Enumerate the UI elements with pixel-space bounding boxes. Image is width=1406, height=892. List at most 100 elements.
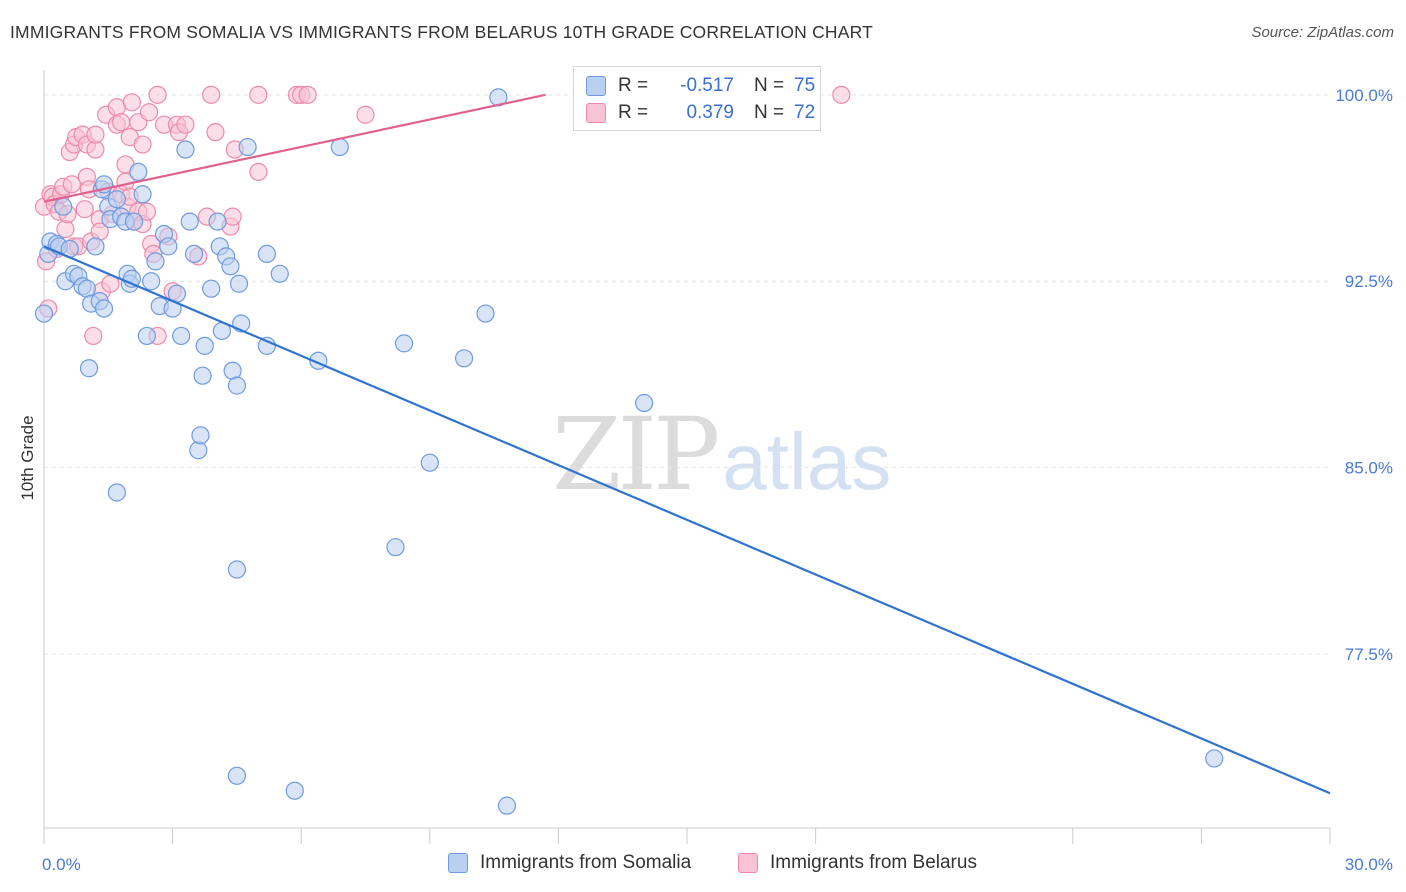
x-tick-label: 0.0% [42, 855, 81, 874]
legend-r-value-somalia: -0.517 [680, 75, 734, 96]
belarus-point [107, 98, 126, 117]
belarus-point [148, 85, 167, 104]
belarus-point [122, 93, 141, 112]
somalia-point [635, 393, 654, 413]
legend-r-label: R = [618, 75, 649, 96]
watermark: ZIPatlas [552, 396, 891, 513]
somalia-point [86, 237, 105, 256]
somalia-point [227, 766, 246, 785]
somalia-trend-line [43, 245, 1331, 795]
y-tick-label: 85.0% [1345, 459, 1393, 478]
somalia-point [195, 336, 214, 355]
belarus-point [206, 123, 225, 142]
somalia-point [454, 349, 474, 368]
somalia-point [257, 244, 277, 264]
somalia-point [159, 237, 178, 256]
somalia-point [227, 560, 246, 579]
watermark-atlas: atlas [722, 417, 892, 506]
somalia-legend-swatch [448, 853, 468, 873]
y-tick-label: 77.5% [1345, 645, 1393, 664]
legend-label-belarus: Immigrants from Belarus [770, 852, 977, 873]
somalia-point [1205, 749, 1224, 768]
somalia-point [129, 162, 148, 181]
watermark-zip: ZIP [552, 396, 720, 513]
belarus-point [223, 207, 242, 226]
y-tick-label: 100.0% [1335, 86, 1393, 105]
belarus-point [56, 219, 75, 239]
legend-n-label: N = [754, 102, 785, 123]
belarus-legend-swatch [738, 853, 758, 873]
somalia-point [285, 781, 304, 800]
legend-row-belarus: R = 0.379 N = 72 [586, 100, 815, 126]
belarus-point [137, 202, 156, 221]
belarus-point [356, 105, 375, 124]
somalia-point [137, 326, 156, 346]
belarus-point [249, 162, 268, 181]
somalia-point [180, 212, 199, 231]
belarus-point [832, 85, 851, 104]
legend-n-value-somalia: 75 [794, 75, 816, 96]
legend-row-somalia: R = -0.517 N = 75 [586, 73, 815, 99]
belarus-point [75, 200, 94, 219]
belarus-point [62, 175, 81, 194]
series-legend: Immigrants from Somalia Immigrants from … [0, 852, 1406, 878]
somalia-point [79, 359, 99, 378]
belarus-point [298, 85, 317, 104]
somalia-point [172, 326, 191, 346]
source-label: Source: ZipAtlas.com [1251, 24, 1394, 41]
somalia-point [107, 483, 126, 502]
somalia-point [202, 279, 221, 298]
somalia-point [221, 257, 240, 276]
somalia-point [476, 304, 495, 323]
somalia-point [420, 453, 439, 472]
belarus-point [139, 103, 159, 122]
somalia-point [189, 441, 208, 460]
somalia-point [208, 212, 227, 231]
legend-n-value-belarus: 72 [794, 102, 816, 123]
belarus-point [86, 125, 105, 144]
belarus-point [133, 135, 152, 154]
belarus-trend-line [43, 93, 546, 203]
belarus-point [112, 113, 131, 132]
belarus-point [84, 326, 103, 346]
somalia-point [229, 274, 249, 293]
somalia-point [394, 334, 414, 353]
y-tick-label: 92.5% [1345, 272, 1393, 291]
somalia-point [191, 426, 210, 445]
somalia-point [34, 304, 54, 323]
legend-r-label: R = [618, 102, 649, 123]
x-tick-label: 30.0% [1345, 855, 1393, 874]
legend-n-label: N = [754, 75, 785, 96]
legend-r-value-belarus: 0.379 [686, 102, 734, 123]
somalia-point [124, 212, 144, 231]
somalia-point [77, 279, 96, 298]
somalia-point [133, 185, 152, 204]
somalia-point [107, 190, 126, 209]
somalia-point [386, 538, 405, 557]
somalia-point [497, 796, 517, 815]
belarus-point [249, 85, 268, 104]
belarus-point [176, 115, 195, 134]
somalia-point [227, 376, 246, 395]
somalia-point [176, 140, 195, 159]
legend-item-belarus[interactable]: Immigrants from Belarus [738, 852, 977, 874]
somalia-point [193, 366, 212, 385]
somalia-point [223, 361, 242, 380]
somalia-point [94, 299, 114, 318]
chart-title: IMMIGRANTS FROM SOMALIA VS IMMIGRANTS FR… [10, 22, 874, 42]
somalia-swatch [586, 76, 606, 96]
somalia-point [54, 197, 73, 216]
somalia-point [270, 264, 289, 283]
belarus-point [202, 85, 221, 104]
somalia-point [257, 336, 277, 355]
somalia-point [146, 252, 165, 271]
legend-item-somalia[interactable]: Immigrants from Somalia [448, 852, 691, 874]
somalia-point [238, 137, 257, 157]
somalia-point [330, 137, 349, 157]
belarus-swatch [586, 103, 606, 123]
correlation-legend: R = -0.517 N = 75 R = 0.379 N = 72 [573, 66, 821, 131]
somalia-point [142, 272, 161, 291]
legend-label-somalia: Immigrants from Somalia [480, 852, 692, 873]
somalia-point [184, 244, 204, 264]
